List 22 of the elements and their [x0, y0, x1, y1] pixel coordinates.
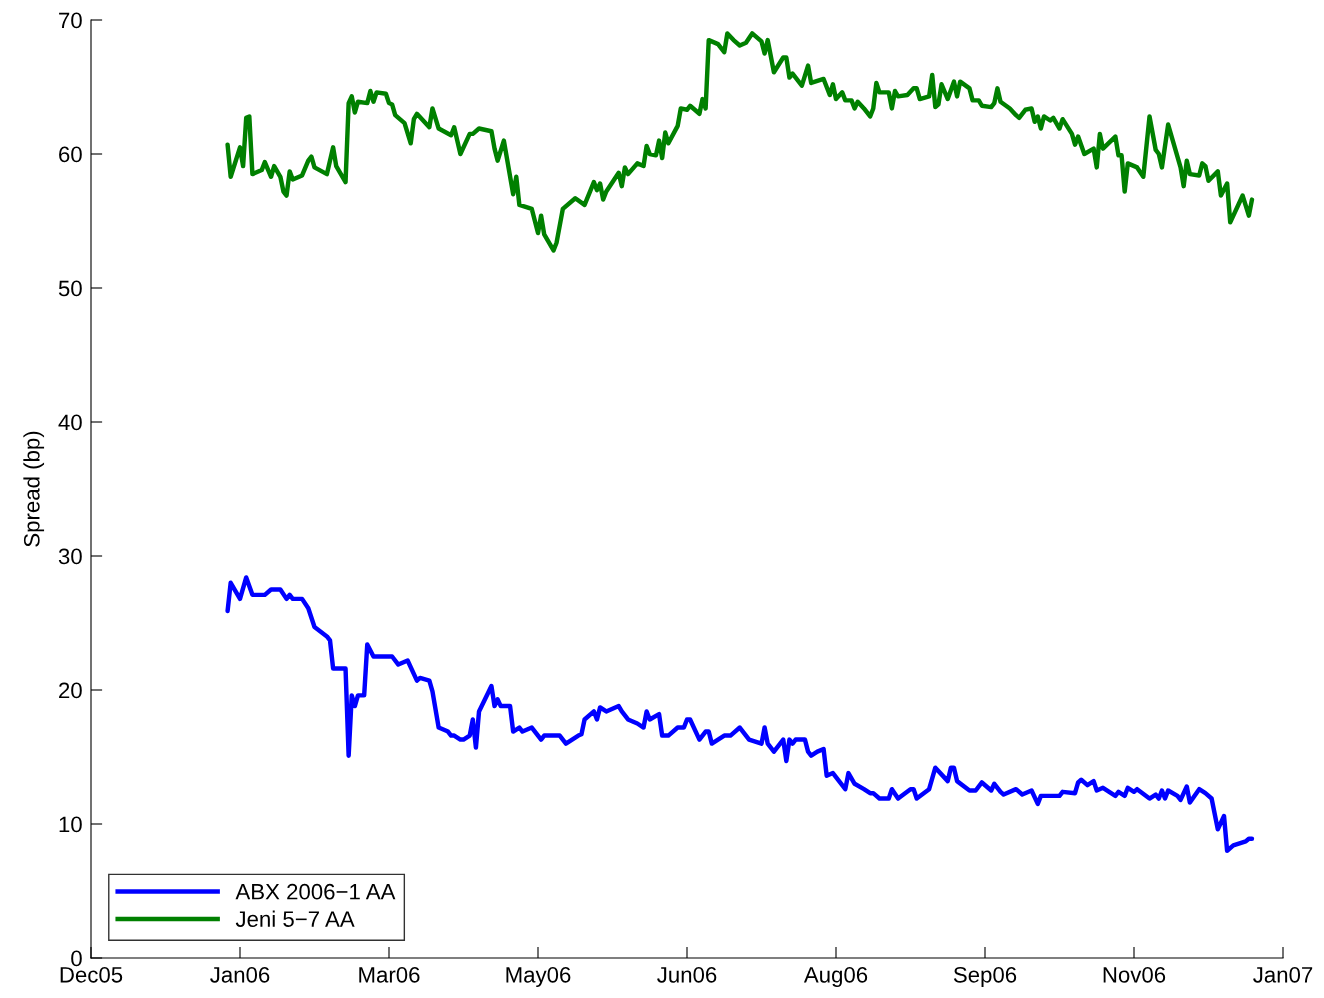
y-axis-title: Spread (bp) [23, 431, 45, 547]
y-tick-label: 50 [58, 280, 82, 297]
y-tick-label: 20 [59, 682, 82, 699]
y-tick-label: 60 [59, 146, 82, 163]
x-tick-label: Jan06 [210, 966, 270, 983]
y-tick-label: 70 [59, 12, 82, 29]
y-tick-label: 10 [59, 816, 82, 833]
x-tick-label: Mar06 [359, 966, 420, 983]
x-tick-label: Nov06 [1103, 966, 1166, 983]
legend-label: ABX 2006−1 AA [235, 883, 396, 900]
x-tick-label: Sep06 [953, 966, 1017, 988]
x-tick-label: Dec05 [60, 966, 123, 983]
x-tick-label: May06 [506, 966, 571, 988]
x-tick-label: Jan07 [1253, 966, 1313, 983]
x-tick-label: Jun06 [657, 966, 717, 983]
y-tick-label: 40 [58, 414, 82, 431]
y-tick-label: 30 [58, 548, 82, 565]
line-series [225, 31, 1255, 253]
y-tick-label: 0 [71, 950, 82, 967]
x-tick-label: Aug06 [803, 966, 868, 988]
line-series [225, 575, 1255, 854]
legend-label: Jeni 5−7 AA [235, 910, 355, 927]
